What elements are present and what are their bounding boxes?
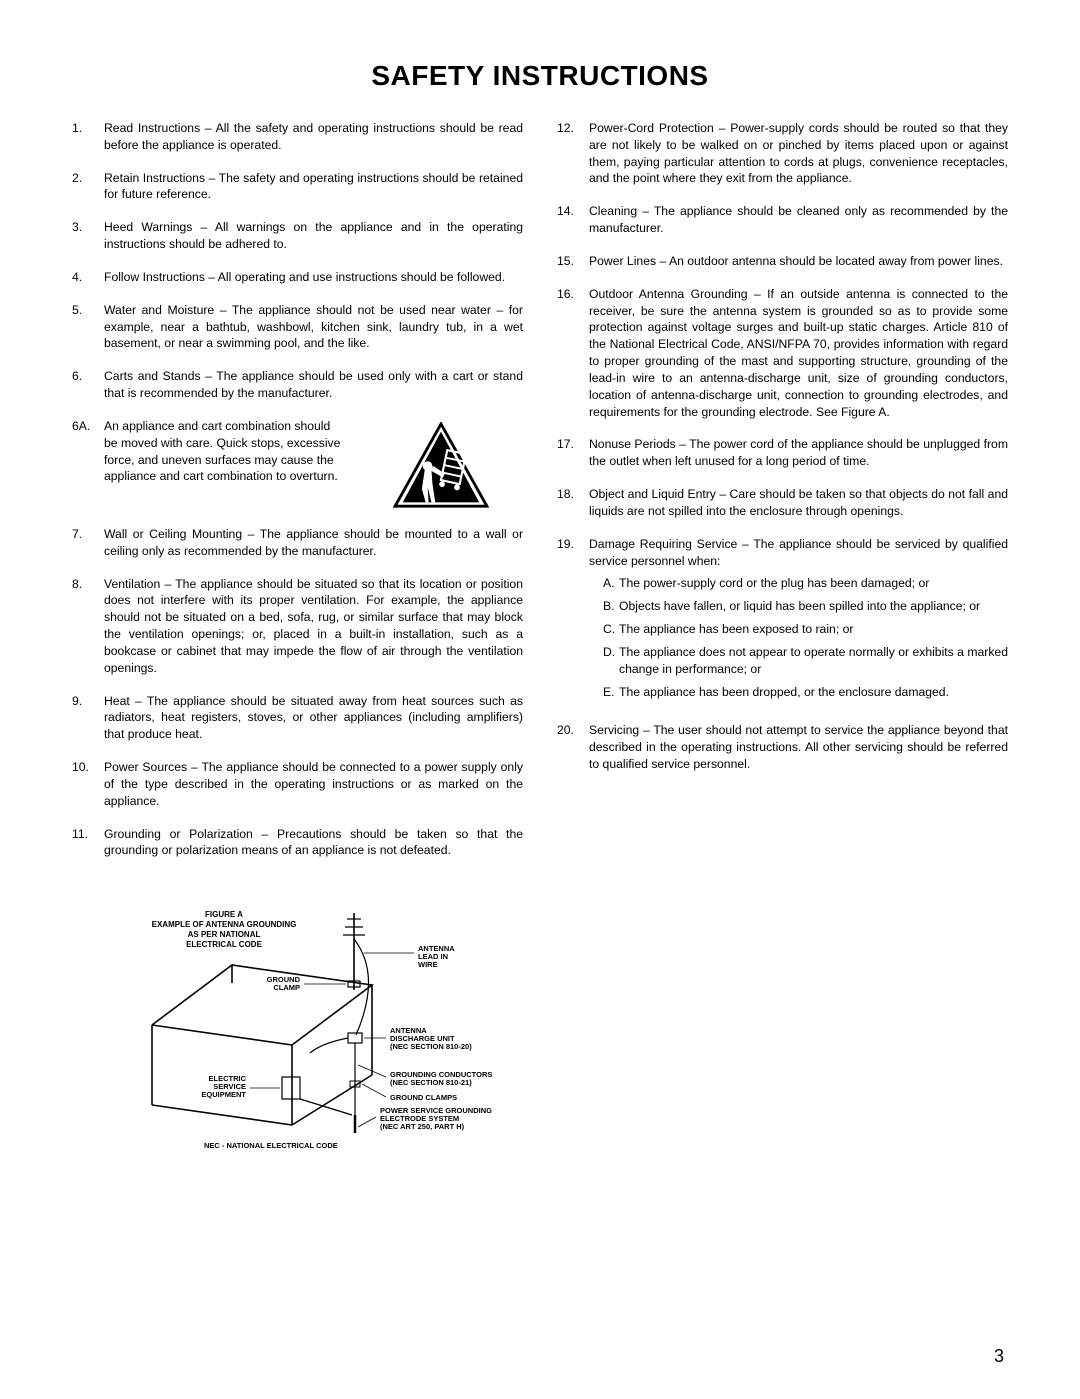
item-text: Grounding or Polarization – Precautions … [104, 826, 523, 860]
item-text: Water and Moisture – The appliance shoul… [104, 302, 523, 352]
item-text: Follow Instructions – All operating and … [104, 269, 523, 286]
item-number: 8. [72, 576, 104, 677]
item-number: 10. [72, 759, 104, 809]
figure-a: FIGURE A EXAMPLE OF ANTENNA GROUNDING AS… [132, 905, 552, 1168]
left-column: 1.Read Instructions – All the safety and… [72, 120, 523, 875]
item-number: 17. [557, 436, 589, 470]
item-text: Retain Instructions – The safety and ope… [104, 170, 523, 204]
columns-wrap: 1.Read Instructions – All the safety and… [72, 120, 1008, 875]
item-text: Read Instructions – All the safety and o… [104, 120, 523, 154]
sub-letter: E. [603, 684, 619, 701]
sub-text: The appliance has been dropped, or the e… [619, 684, 1008, 701]
right-column: 12.Power-Cord Protection – Power-supply … [557, 120, 1008, 875]
svg-text:ANTENNALEAD INWIRE: ANTENNALEAD INWIRE [418, 944, 455, 969]
item-text: Damage Requiring Service – The appliance… [589, 537, 1008, 568]
item-text: Nonuse Periods – The power cord of the a… [589, 436, 1008, 470]
svg-text:ANTENNADISCHARGE UNIT(NEC SECT: ANTENNADISCHARGE UNIT(NEC SECTION 810-20… [390, 1026, 472, 1051]
figure-caption: FIGURE A [205, 910, 243, 919]
svg-text:POWER SERVICE GROUNDINGELECTRO: POWER SERVICE GROUNDINGELECTRODE SYSTEM(… [380, 1106, 492, 1131]
page-number: 3 [994, 1346, 1004, 1367]
item-number: 18. [557, 486, 589, 520]
item-text: Servicing – The user should not attempt … [589, 722, 1008, 772]
item-text: Ventilation – The appliance should be si… [104, 576, 523, 677]
item-number: 2. [72, 170, 104, 204]
list-item: 6.Carts and Stands – The appliance shoul… [72, 368, 523, 402]
list-item: 1.Read Instructions – All the safety and… [72, 120, 523, 154]
item-number: 12. [557, 120, 589, 187]
list-item: 7.Wall or Ceiling Mounting – The applian… [72, 526, 523, 560]
sub-text: Objects have fallen, or liquid has been … [619, 598, 1008, 615]
item-text: Cleaning – The appliance should be clean… [589, 203, 1008, 237]
item-text: Heed Warnings – All warnings on the appl… [104, 219, 523, 253]
item-text: Power Lines – An outdoor antenna should … [589, 253, 1008, 270]
item-number: 4. [72, 269, 104, 286]
item-number: 1. [72, 120, 104, 154]
svg-text:EXAMPLE OF ANTENNA GROUNDING: EXAMPLE OF ANTENNA GROUNDING [152, 920, 297, 929]
document-page: SAFETY INSTRUCTIONS 1.Read Instructions … [0, 0, 1080, 1399]
svg-text:GROUND CLAMPS: GROUND CLAMPS [390, 1093, 457, 1102]
sub-letter: C. [603, 621, 619, 638]
sub-text: The appliance does not appear to operate… [619, 644, 1008, 678]
svg-text:ELECTRICSERVICEEQUIPMENT: ELECTRICSERVICEEQUIPMENT [201, 1074, 246, 1099]
item-number: 16. [557, 286, 589, 421]
list-item: 11.Grounding or Polarization – Precautio… [72, 826, 523, 860]
list-item: 8.Ventilation – The appliance should be … [72, 576, 523, 677]
sub-text: The appliance has been exposed to rain; … [619, 621, 1008, 638]
list-item: 3.Heed Warnings – All warnings on the ap… [72, 219, 523, 253]
list-item: 16.Outdoor Antenna Grounding – If an out… [557, 286, 1008, 421]
sub-item: B.Objects have fallen, or liquid has bee… [603, 598, 1008, 615]
list-item: 10.Power Sources – The appliance should … [72, 759, 523, 809]
sub-letter: D. [603, 644, 619, 678]
list-item: 14.Cleaning – The appliance should be cl… [557, 203, 1008, 237]
item-19: 19. Damage Requiring Service – The appli… [557, 536, 1008, 707]
list-item: 12.Power-Cord Protection – Power-supply … [557, 120, 1008, 187]
item-6a: 6A. An appliance and cart combination sh… [72, 418, 523, 510]
sub-letter: A. [603, 575, 619, 592]
page-title: SAFETY INSTRUCTIONS [72, 60, 1008, 92]
item-text: Power Sources – The appliance should be … [104, 759, 523, 809]
item-number: 11. [72, 826, 104, 860]
item-number: 3. [72, 219, 104, 253]
svg-text:NEC - NATIONAL ELECTRICAL CODE: NEC - NATIONAL ELECTRICAL CODE [204, 1141, 338, 1150]
item-text: Wall or Ceiling Mounting – The appliance… [104, 526, 523, 560]
list-item: 4.Follow Instructions – All operating an… [72, 269, 523, 286]
item-text: Power-Cord Protection – Power-supply cor… [589, 120, 1008, 187]
sub-letter: B. [603, 598, 619, 615]
item-text: Carts and Stands – The appliance should … [104, 368, 523, 402]
list-item: 2.Retain Instructions – The safety and o… [72, 170, 523, 204]
sub-item: A.The power-supply cord or the plug has … [603, 575, 1008, 592]
list-item: 5.Water and Moisture – The appliance sho… [72, 302, 523, 352]
svg-text:GROUNDING CONDUCTORS(NEC SECTI: GROUNDING CONDUCTORS(NEC SECTION 810-21) [390, 1070, 492, 1087]
item-number: 5. [72, 302, 104, 352]
item-text: Outdoor Antenna Grounding – If an outsid… [589, 286, 1008, 421]
list-item: 15.Power Lines – An outdoor antenna shou… [557, 253, 1008, 270]
svg-text:ELECTRICAL CODE: ELECTRICAL CODE [186, 940, 263, 949]
sub-text: The power-supply cord or the plug has be… [619, 575, 1008, 592]
item-number: 6A. [72, 418, 104, 435]
sub-item: D.The appliance does not appear to opera… [603, 644, 1008, 678]
item-number: 7. [72, 526, 104, 560]
sub-item: C.The appliance has been exposed to rain… [603, 621, 1008, 638]
list-item: 18.Object and Liquid Entry – Care should… [557, 486, 1008, 520]
svg-text:AS PER NATIONAL: AS PER NATIONAL [188, 930, 261, 939]
item-number: 19. [557, 536, 589, 707]
list-item: 9.Heat – The appliance should be situate… [72, 693, 523, 743]
list-item: 20.Servicing – The user should not attem… [557, 722, 1008, 772]
cart-warning-icon [359, 418, 523, 510]
item-number: 15. [557, 253, 589, 270]
sub-item: E.The appliance has been dropped, or the… [603, 684, 1008, 701]
item-text: An appliance and cart combination should… [104, 418, 347, 510]
item-number: 6. [72, 368, 104, 402]
item-text: Object and Liquid Entry – Care should be… [589, 486, 1008, 520]
svg-text:GROUNDCLAMP: GROUNDCLAMP [267, 975, 301, 992]
item-number: 20. [557, 722, 589, 772]
list-item: 17.Nonuse Periods – The power cord of th… [557, 436, 1008, 470]
item-text: Heat – The appliance should be situated … [104, 693, 523, 743]
item-number: 14. [557, 203, 589, 237]
item-number: 9. [72, 693, 104, 743]
